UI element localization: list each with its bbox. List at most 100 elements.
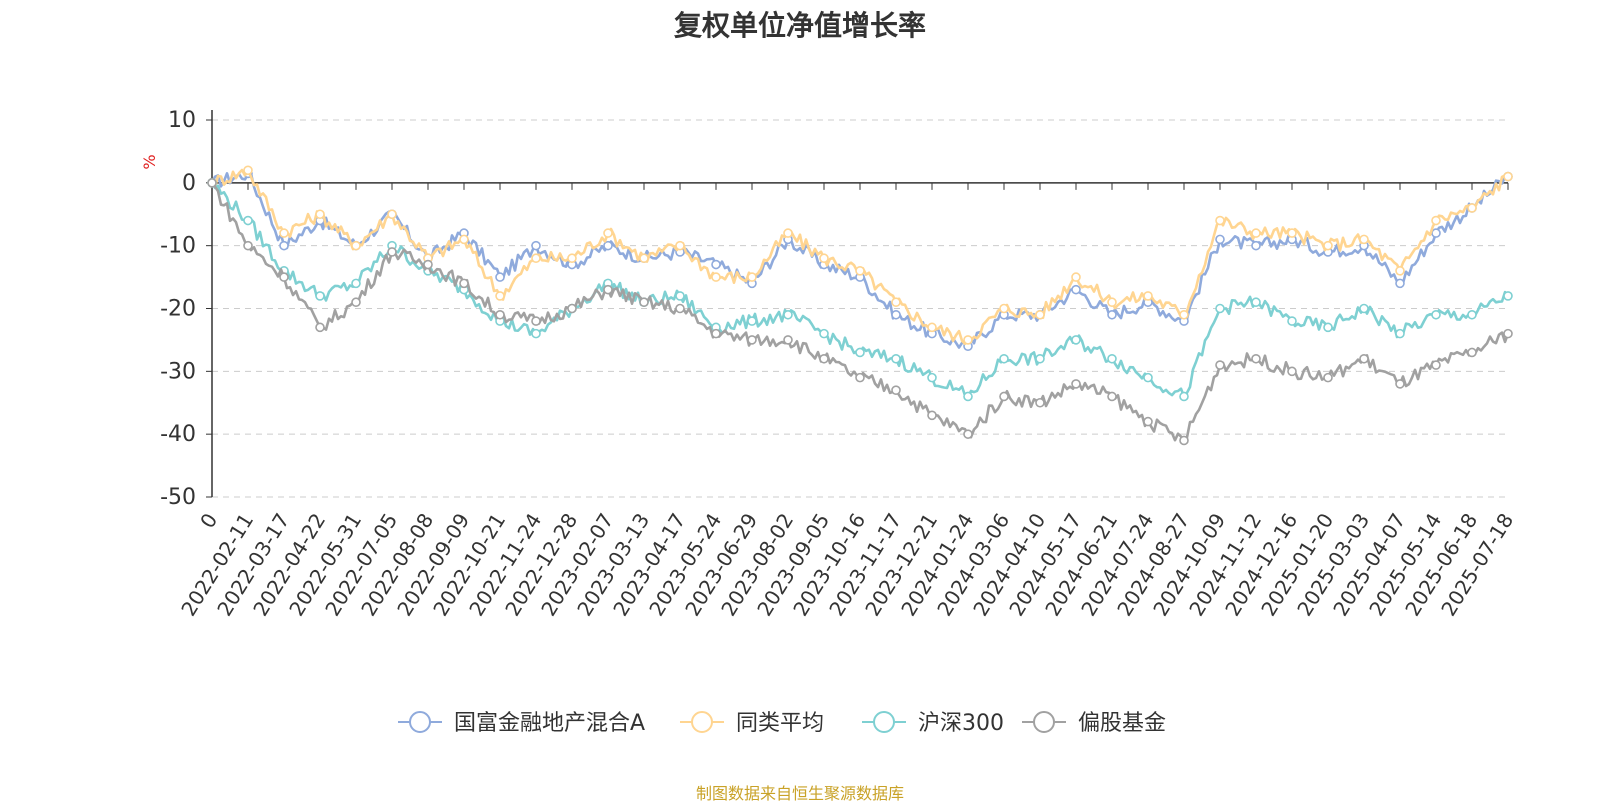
- data-point: [675, 291, 685, 301]
- data-point: [963, 429, 973, 439]
- data-point: [1179, 391, 1189, 402]
- x-tick-labels: 02022-02-112022-03-172022-04-222022-05-3…: [176, 509, 1518, 620]
- data-point: [1107, 353, 1117, 364]
- data-point: [891, 297, 901, 308]
- data-point: [1287, 316, 1297, 326]
- data-point: [279, 228, 289, 238]
- data-point: [279, 272, 289, 282]
- data-point: [1359, 303, 1369, 314]
- data-point: [495, 291, 505, 301]
- data-point: [927, 322, 937, 333]
- data-point: [819, 328, 829, 339]
- data-point: [1287, 228, 1297, 238]
- data-point: [1143, 416, 1153, 427]
- data-point: [999, 303, 1009, 314]
- data-point: [855, 265, 865, 276]
- axes: [206, 110, 1509, 498]
- data-point: [1431, 309, 1441, 320]
- data-point: [819, 253, 829, 264]
- data-point: [711, 272, 721, 282]
- y-tick-label: -40: [160, 422, 196, 447]
- data-point: [207, 178, 217, 188]
- data-point: [1323, 240, 1333, 251]
- data-point: [243, 215, 253, 226]
- line-chart: % 10 0 -10 -20 -30 -40 -50 02022-02-112022-03-…: [140, 108, 1518, 736]
- data-point: [999, 353, 1009, 364]
- x-tick-label: 0: [195, 509, 222, 533]
- data-point: [747, 335, 757, 345]
- data-point: [1143, 291, 1153, 301]
- data-point: [891, 309, 901, 320]
- data-point: [1503, 171, 1513, 182]
- data-point: [495, 272, 505, 282]
- data-point: [1107, 391, 1117, 402]
- data-point: [963, 391, 973, 402]
- data-point: [1107, 297, 1117, 308]
- data-point: [315, 209, 325, 220]
- legend: 国富金融地产混合A 同类平均 沪深300 偏股基金: [398, 711, 1166, 736]
- data-point: [1071, 272, 1081, 282]
- data-point: [639, 253, 649, 264]
- data-point: [1467, 203, 1477, 213]
- data-point: [1215, 234, 1225, 245]
- data-point: [1395, 328, 1405, 339]
- data-point: [1467, 347, 1477, 358]
- data-point: [711, 259, 721, 270]
- data-point: [639, 297, 649, 308]
- data-point: [1107, 309, 1117, 320]
- legend-marker: [691, 711, 713, 733]
- data-point: [1143, 372, 1153, 383]
- data-point: [459, 278, 469, 289]
- data-point: [1431, 360, 1441, 370]
- legend-label: 偏股基金: [1078, 711, 1166, 736]
- data-point: [855, 372, 865, 383]
- data-point: [1215, 303, 1225, 314]
- data-point: [1035, 309, 1045, 320]
- data-point: [1359, 353, 1369, 364]
- data-point: [243, 165, 253, 176]
- data-point: [1323, 372, 1333, 383]
- data-point: [1035, 353, 1045, 364]
- data-point: [1503, 291, 1513, 301]
- data-point: [1071, 284, 1081, 295]
- data-point: [387, 209, 397, 220]
- data-point: [927, 410, 937, 421]
- data-point: [1395, 379, 1405, 389]
- data-point: [567, 253, 577, 264]
- data-point: [963, 335, 973, 345]
- legend-marker: [409, 711, 431, 733]
- data-point: [747, 316, 757, 326]
- data-point: [603, 284, 613, 295]
- data-point: [1251, 297, 1261, 308]
- data-point: [351, 297, 361, 308]
- data-point: [1503, 328, 1513, 339]
- data-point: [459, 234, 469, 245]
- data-point: [495, 309, 505, 320]
- series-line: [210, 182, 1510, 442]
- data-point: [1215, 215, 1225, 226]
- data-point: [351, 240, 361, 251]
- data-point: [603, 240, 613, 251]
- data-point: [891, 353, 901, 364]
- y-tick-label: -30: [160, 359, 196, 384]
- y-tick-label: -20: [160, 297, 196, 322]
- data-point: [1035, 397, 1045, 408]
- data-point: [1071, 379, 1081, 389]
- data-point: [1431, 215, 1441, 226]
- y-tick-label: 0: [182, 171, 196, 196]
- data-point: [891, 385, 901, 395]
- data-point: [999, 391, 1009, 402]
- data-point: [675, 303, 685, 314]
- legend-marker: [1033, 711, 1055, 733]
- legend-label: 同类平均: [736, 711, 824, 736]
- data-point: [1467, 309, 1477, 320]
- data-point: [1359, 234, 1369, 245]
- y-tick-labels: 10 0 -10 -20 -30 -40 -50: [160, 108, 196, 510]
- data-point: [711, 328, 721, 339]
- y-tick-label: 10: [168, 108, 196, 133]
- legend-label: 沪深300: [918, 711, 1004, 736]
- data-point: [567, 303, 577, 314]
- data-point: [855, 347, 865, 358]
- data-point: [1251, 353, 1261, 364]
- data-point: [783, 335, 793, 345]
